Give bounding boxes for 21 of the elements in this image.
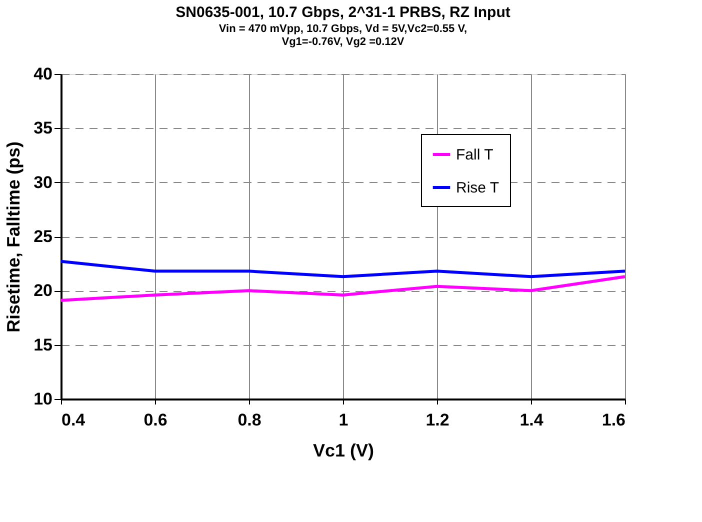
chart-subtitle: Vin = 470 mVpp, 10.7 Gbps, Vd = 5V,Vc2=0.55 V, Vg1=-0.76V, Vg2 =0.12V	[218, 23, 468, 48]
y-tick-label: 30	[34, 172, 52, 192]
x-tick-label: 1.2	[426, 410, 450, 430]
y-axis-title: Risetime, Falltime (ps)	[4, 141, 24, 333]
y-tick-label: 35	[34, 118, 52, 138]
line-series	[60, 275, 626, 302]
y-tick-label: 20	[34, 281, 52, 300]
legend-label: Fall T	[456, 146, 494, 164]
y-tick-label: 10	[34, 390, 52, 408]
x-tick-label: 1	[338, 410, 348, 430]
x-tick-label: 1.4	[520, 410, 544, 430]
x-tick-label: 0.8	[238, 410, 262, 430]
x-tick-label: 0.4	[62, 410, 86, 430]
x-tick-label: 0.6	[144, 410, 168, 430]
y-tick-label: 40	[34, 64, 52, 84]
y-tick-label: 15	[34, 335, 52, 354]
legend-label: Rise T	[456, 180, 500, 196]
x-axis-title: Vc1 (V)	[312, 440, 374, 460]
y-tick-label: 25	[34, 227, 52, 246]
chart-title: SN0635-001, 10.7 Gbps, 2^31-1 PRBS, RZ Input	[176, 4, 510, 21]
x-tick-label: 1.6	[602, 410, 626, 430]
